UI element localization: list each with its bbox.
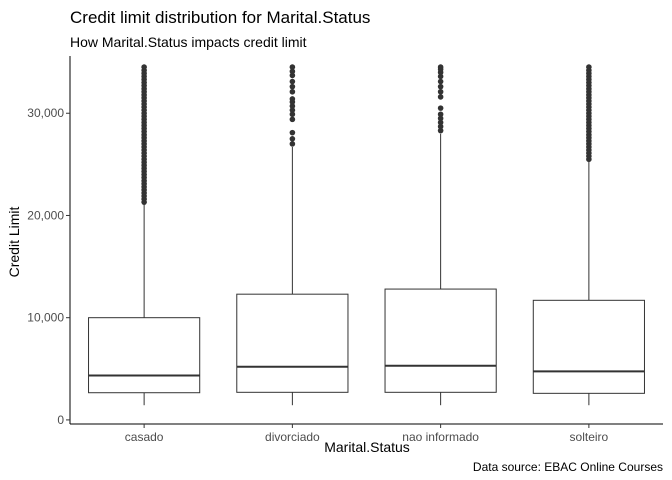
outlier-point — [437, 119, 444, 126]
plot-area — [88, 64, 645, 406]
outlier-point — [437, 64, 444, 70]
x-tick-label: solteiro — [570, 430, 609, 444]
box-iqr — [384, 288, 497, 393]
y-tick-label: 10,000 — [27, 311, 64, 325]
box-group — [88, 64, 201, 406]
box-group — [532, 64, 645, 406]
chart-title: Credit limit distribution for Marital.St… — [70, 8, 370, 27]
box-iqr — [532, 299, 645, 394]
outlier-point — [141, 64, 147, 70]
outlier-point — [289, 116, 296, 123]
outlier-point — [289, 78, 296, 85]
outlier-point — [289, 129, 296, 136]
x-axis-title: Marital.Status — [324, 439, 410, 455]
outlier-point — [289, 88, 296, 95]
outlier-point — [437, 83, 444, 90]
outlier-point — [437, 105, 444, 111]
y-tick-label: 0 — [57, 413, 64, 427]
outlier-point — [289, 107, 296, 113]
outlier-point — [437, 94, 444, 100]
x-tick-label: nao informado — [402, 430, 479, 444]
outlier-point — [437, 73, 444, 80]
outlier-point — [289, 83, 296, 90]
outlier-point — [437, 88, 444, 95]
outlier-point — [289, 111, 296, 118]
outlier-point — [289, 64, 296, 70]
box-iqr — [236, 293, 349, 393]
outlier-point — [437, 127, 444, 134]
box-group — [384, 64, 497, 406]
outlier-point — [289, 72, 296, 79]
x-axis-ticks: casado divorciado nao informado solteiro — [125, 424, 609, 444]
chart-caption: Data source: EBAC Online Courses — [473, 460, 663, 474]
outlier-point — [437, 123, 444, 130]
y-axis-ticks: 0 10,000 20,000 30,000 — [27, 106, 70, 427]
box-group — [236, 64, 349, 406]
outlier-point — [289, 68, 296, 75]
outlier-point — [437, 111, 444, 118]
outlier-point — [437, 115, 444, 122]
box-iqr — [88, 317, 201, 394]
outlier-point — [289, 136, 296, 142]
chart-subtitle: How Marital.Status impacts credit limit — [70, 34, 307, 50]
y-axis-title: Credit Limit — [6, 206, 22, 277]
outlier-point — [289, 141, 296, 147]
outlier-point — [289, 96, 296, 102]
y-tick-label: 20,000 — [27, 208, 64, 222]
y-tick-label: 30,000 — [27, 106, 64, 120]
outlier-point — [289, 103, 296, 109]
outlier-point — [586, 64, 592, 70]
x-tick-label: casado — [125, 430, 164, 444]
x-tick-label: divorciado — [265, 430, 320, 444]
outlier-point — [437, 78, 444, 85]
